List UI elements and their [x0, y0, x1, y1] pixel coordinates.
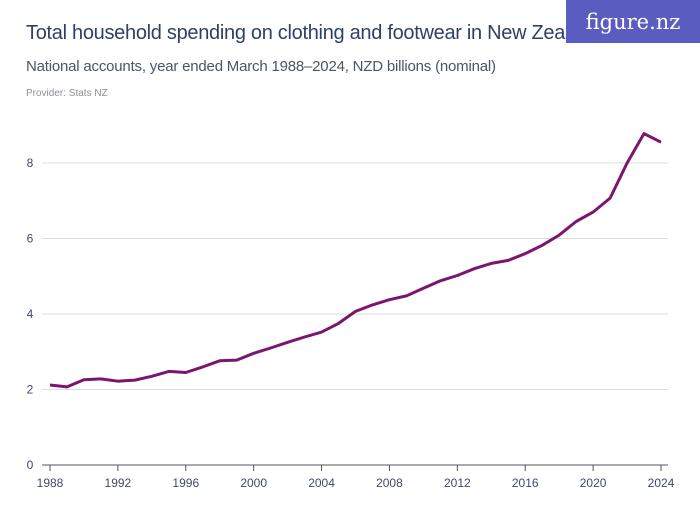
- x-tick-label: 2016: [512, 476, 539, 490]
- y-tick-label: 4: [27, 307, 34, 321]
- x-tick-label: 2024: [648, 476, 675, 490]
- provider-label: Provider: Stats NZ: [26, 88, 108, 99]
- figure-nz-logo[interactable]: figure.nz: [566, 0, 700, 43]
- x-tick-label: 1996: [172, 476, 199, 490]
- chart-subtitle: National accounts, year ended March 1988…: [26, 58, 496, 75]
- x-tick-label: 2008: [376, 476, 403, 490]
- x-tick-label: 2012: [444, 476, 471, 490]
- x-tick-label: 2020: [580, 476, 607, 490]
- chart-title: Total household spending on clothing and…: [26, 22, 602, 44]
- y-tick-label: 8: [27, 156, 34, 170]
- y-tick-label: 2: [27, 383, 34, 397]
- x-tick-label: 2000: [240, 476, 267, 490]
- x-tick-label: 2004: [308, 476, 335, 490]
- x-tick-label: 1992: [105, 476, 132, 490]
- series-line: [49, 132, 662, 389]
- x-tick-label: 1988: [37, 476, 64, 490]
- y-tick-label: 6: [27, 232, 34, 246]
- y-tick-label: 0: [27, 458, 34, 472]
